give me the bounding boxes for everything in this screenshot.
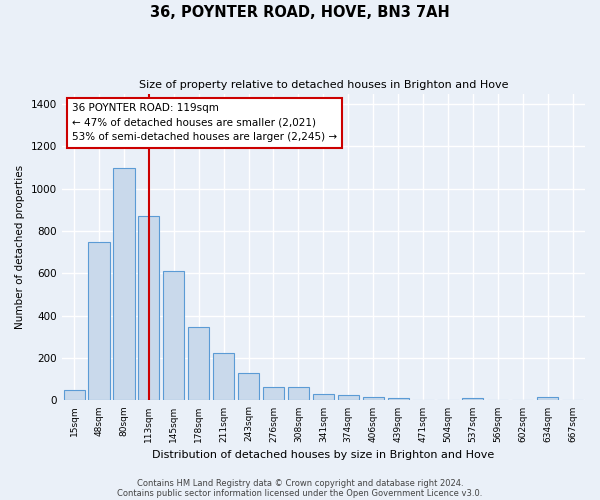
- Text: 36 POYNTER ROAD: 119sqm
← 47% of detached houses are smaller (2,021)
53% of semi: 36 POYNTER ROAD: 119sqm ← 47% of detache…: [72, 103, 337, 142]
- Text: Contains public sector information licensed under the Open Government Licence v3: Contains public sector information licen…: [118, 488, 482, 498]
- Bar: [188, 328, 209, 400]
- Bar: [362, 396, 384, 400]
- Text: 36, POYNTER ROAD, HOVE, BN3 7AH: 36, POYNTER ROAD, HOVE, BN3 7AH: [150, 5, 450, 20]
- Bar: [313, 394, 334, 400]
- Bar: [163, 272, 184, 400]
- Bar: [238, 373, 259, 400]
- Bar: [263, 387, 284, 400]
- Title: Size of property relative to detached houses in Brighton and Hove: Size of property relative to detached ho…: [139, 80, 508, 90]
- Bar: [288, 386, 309, 400]
- Bar: [213, 353, 234, 401]
- Bar: [338, 394, 359, 400]
- X-axis label: Distribution of detached houses by size in Brighton and Hove: Distribution of detached houses by size …: [152, 450, 494, 460]
- Text: Contains HM Land Registry data © Crown copyright and database right 2024.: Contains HM Land Registry data © Crown c…: [137, 478, 463, 488]
- Bar: [462, 398, 484, 400]
- Bar: [64, 390, 85, 400]
- Bar: [537, 398, 558, 400]
- Bar: [138, 216, 160, 400]
- Bar: [88, 242, 110, 400]
- Bar: [388, 398, 409, 400]
- Y-axis label: Number of detached properties: Number of detached properties: [15, 165, 25, 329]
- Bar: [113, 168, 134, 400]
